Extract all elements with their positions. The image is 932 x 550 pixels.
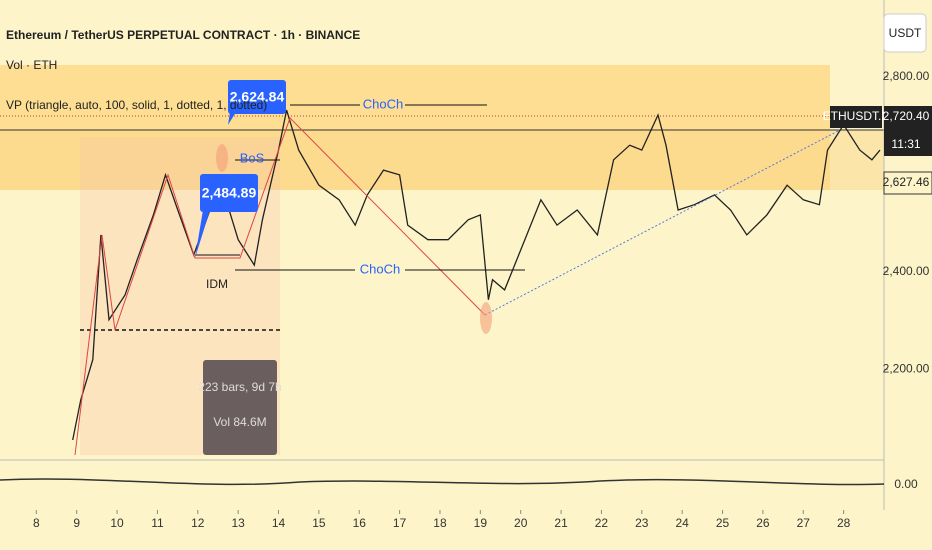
swing-marker [480,302,492,334]
level-price: 2,627.46 [883,175,930,189]
x-tick-label: 14 [272,516,286,530]
y-tick-label: 2,400.00 [883,264,930,278]
idm-label: IDM [206,277,228,291]
low-label: 2,484.89 [202,185,257,201]
symbol-label: ETHUSDT.P [823,109,890,123]
chart-title: Ethereum / TetherUS PERPETUAL CONTRACT ·… [6,28,360,42]
x-tick-label: 21 [554,516,568,530]
x-tick-label: 24 [675,516,689,530]
y-tick-label: 2,200.00 [883,362,930,376]
x-tick-label: 10 [110,516,124,530]
x-tick-label: 22 [595,516,609,530]
x-tick-label: 12 [191,516,205,530]
range-bars: 223 bars, 9d 7h [198,380,281,394]
x-tick-label: 8 [33,516,40,530]
range-tooltip [203,360,277,455]
range-volume: Vol 84.6M [213,415,266,429]
x-tick-label: 28 [837,516,851,530]
callout [228,80,286,114]
callout-tail [228,112,236,125]
volume-legend: Vol · ETH [6,58,57,72]
bos-label: BoS [240,150,265,165]
last-price-tag [884,106,932,156]
supply-zone-lower [0,130,884,190]
y-tick-label: 2,800.00 [883,69,930,83]
choch-label: ChoCh [360,261,400,276]
choch-label: ChoCh [363,96,403,111]
x-tick-label: 18 [433,516,447,530]
x-tick-label: 11 [151,516,164,530]
x-tick-label: 17 [393,516,407,530]
x-tick-label: 15 [312,516,326,530]
x-tick-label: 13 [231,516,245,530]
x-tick-label: 16 [353,516,367,530]
indicator-value: 0.00 [894,477,918,491]
x-tick-label: 20 [514,516,528,530]
symbol-tag [830,106,882,128]
x-tick-label: 9 [73,516,80,530]
countdown: 11:31 [891,137,920,151]
currency-button[interactable] [883,13,927,53]
price-line [72,109,881,441]
x-tick-label: 19 [474,516,488,530]
x-tick-label: 25 [716,516,730,530]
callout [200,174,258,212]
x-tick-label: 26 [756,516,770,530]
vp-legend: VP (triangle, auto, 100, solid, 1, dotte… [6,98,267,112]
zigzag [74,117,486,456]
callout-tail [195,210,210,258]
high-label: 2,624.84 [230,89,285,105]
swing-marker [216,144,228,172]
currency-label: USDT [889,26,922,40]
last-price: 2,720.40 [883,109,930,123]
x-tick-label: 27 [797,516,811,530]
plot [72,109,881,441]
trend-line [484,129,841,316]
indicator-line [0,478,885,486]
level-tag [883,171,932,195]
x-tick-label: 23 [635,516,649,530]
